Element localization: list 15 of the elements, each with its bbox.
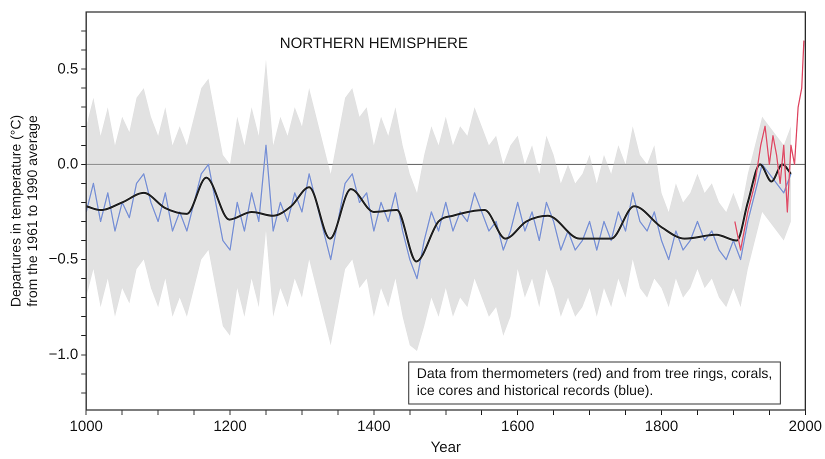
x-tick-label: 1000 bbox=[70, 418, 103, 436]
y-tick-label: −0.5 bbox=[48, 250, 78, 268]
y-tick-label: 0.5 bbox=[57, 60, 78, 78]
x-tick-label: 1200 bbox=[213, 418, 247, 436]
annotation: Data from thermometers (red) and from tree rings, corals, ice cores and historical records (blue). bbox=[416, 364, 772, 398]
x-tick-label: 2000 bbox=[788, 418, 822, 436]
x-axis-title: Year bbox=[430, 439, 461, 456]
y-tick-label: −1.0 bbox=[48, 346, 78, 363]
y-tick-label: 0.0 bbox=[57, 155, 78, 172]
line-series bbox=[86, 163, 792, 262]
x-tick-label: 1400 bbox=[357, 418, 391, 436]
text: NORTHERN HEMISPHERE bbox=[280, 35, 468, 52]
x-tick-label: 1800 bbox=[644, 418, 678, 436]
y-axis-title: Departures in temperature (°C) from the 1961 to 1990 average bbox=[7, 114, 40, 308]
x-tick-label: 1600 bbox=[500, 418, 534, 436]
